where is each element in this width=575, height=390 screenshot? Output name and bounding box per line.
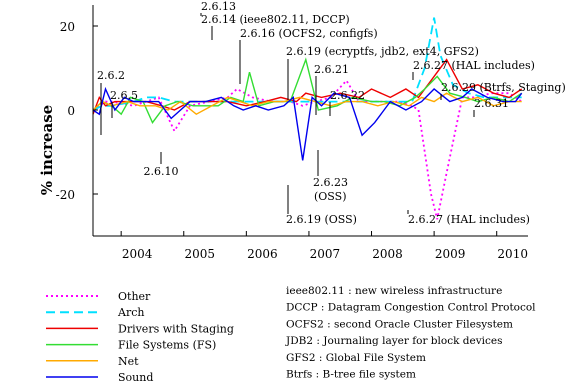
glossary-line: GFS2 : Global File System [286,352,426,364]
series-line-arch [92,17,522,111]
annotation-label: 2.6.13 [201,0,236,13]
annotation-label: 2.6.29 (Btrfs, Staging) [441,81,566,94]
legend-label: File Systems (FS) [118,339,216,352]
annotation-label: 2.6.23 (OSS) [313,176,348,203]
x-ticks: 2004 2005 2006 2007 2008 2009 2010 [120,231,528,261]
legend-label: Arch [117,306,144,319]
x-tick-label: 2010 [497,247,528,261]
glossary-line: DCCP : Datagram Congestion Control Proto… [286,302,536,314]
annotation-label: 2.6.16 (OCFS2, configfs) [240,27,378,40]
annotation-label: 2.6.10 [144,165,179,178]
glossary-line: ieee802.11 : new wireless infrastructure [286,285,502,297]
x-tick-label: 2009 [435,247,466,261]
y-axis-label: % increase [38,105,56,195]
annotation-label: 2.6.27 (HAL includes) [408,213,530,226]
annotation-label: 2.6.14 (ieee802.11, DCCP) [201,13,350,26]
y-tick-label: -20 [56,188,75,202]
y-tick-label: 0 [67,104,75,118]
legend: Other Arch Drivers with Staging File System… [46,290,234,384]
axes [92,5,528,237]
annotation-label: 2.6.19 (ecryptfs, jdb2, ext4, GFS2) [286,45,479,58]
x-tick-label: 2006 [247,247,278,261]
x-tick-label: 2004 [122,247,153,261]
glossary-line: OCFS2 : second Oracle Cluster Filesystem [286,318,513,330]
plot-lines [92,17,523,220]
glossary-line: JDB2 : Journaling layer for block device… [285,335,503,347]
y-tick-label: 20 [60,20,75,34]
series-line-other [92,79,523,220]
x-tick-label: 2007 [310,247,341,261]
series-line-sound [92,86,523,161]
annotation-label: 2.6.19 (OSS) [286,213,357,226]
annotations: 2.6.132.6.14 (ieee802.11, DCCP)2.6.16 (O… [97,0,566,226]
glossary-line: Btrfs : B-tree file system [286,369,416,381]
legend-label: Net [118,355,139,368]
annotation-label: 2.6.5 [110,89,138,102]
legend-label: Other [118,290,151,303]
series-line-net [92,92,522,116]
annotation-label: 2.6.31 [474,97,509,110]
x-tick-label: 2008 [372,247,403,261]
y-ticks: 20 0 -20 [56,20,98,202]
glossary: ieee802.11 : new wireless infrastructure… [285,285,536,381]
annotation-label: 2.6.27 (HAL includes) [413,59,535,72]
legend-label: Sound [118,371,153,384]
x-tick-label: 2005 [184,247,215,261]
legend-label: Drivers with Staging [118,322,234,335]
annotation-label: 2.6.21 [314,63,349,76]
annotation-label: 2.6.2 [97,69,125,82]
annotation-label: 2.6.22 [330,89,365,102]
